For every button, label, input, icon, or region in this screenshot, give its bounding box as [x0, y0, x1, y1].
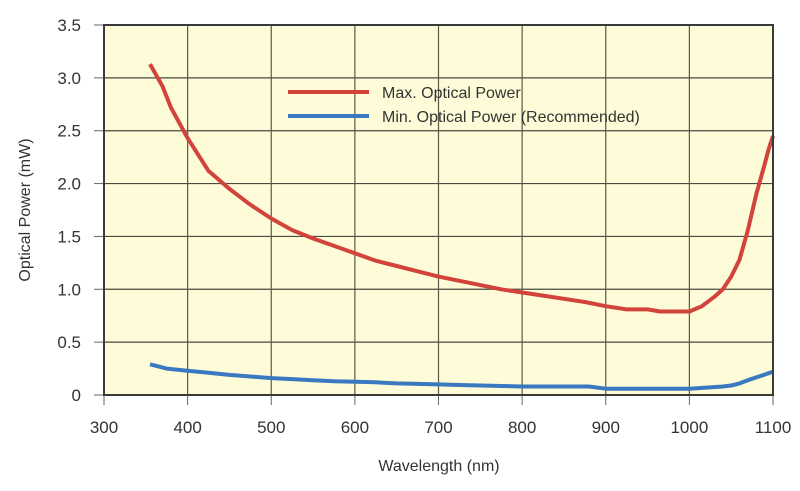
y-tick-label: 0.5 — [57, 333, 81, 352]
y-tick-label: 1.0 — [57, 280, 81, 299]
x-tick-label: 1000 — [670, 418, 708, 437]
x-tick-label: 800 — [508, 418, 536, 437]
y-tick-label: 3.5 — [57, 16, 81, 35]
y-axis-ticks: 0 0.5 1.0 1.5 2.0 2.5 3.0 3.5 — [57, 16, 104, 405]
y-tick-label: 2.0 — [57, 175, 81, 194]
legend-label-min: Min. Optical Power (Recommended) — [382, 109, 640, 126]
legend: Max. Optical Power Min. Optical Power (R… — [288, 85, 640, 126]
x-axis-ticks: 300 400 500 600 700 800 900 1000 1100 — [90, 395, 791, 437]
x-tick-label: 1100 — [755, 418, 792, 437]
plot-frame — [103, 24, 774, 396]
x-tick-label: 700 — [424, 418, 452, 437]
series-line-max-optical-power — [148, 63, 775, 314]
series-line-min-optical-power — [149, 362, 774, 391]
x-tick-label: 400 — [173, 418, 201, 437]
y-tick-label: 2.5 — [57, 122, 81, 141]
y-axis-title: Optical Power (mW) — [17, 138, 34, 281]
y-tick-label: 1.5 — [57, 227, 81, 246]
y-tick-label: 0 — [72, 386, 81, 405]
series-lines — [148, 63, 775, 391]
x-tick-label: 600 — [341, 418, 369, 437]
x-tick-label: 300 — [90, 418, 118, 437]
x-tick-label: 900 — [592, 418, 620, 437]
legend-label-max: Max. Optical Power — [382, 85, 521, 102]
x-axis-title: Wavelength (nm) — [378, 458, 499, 475]
x-tick-label: 500 — [257, 418, 285, 437]
y-tick-label: 3.0 — [57, 69, 81, 88]
